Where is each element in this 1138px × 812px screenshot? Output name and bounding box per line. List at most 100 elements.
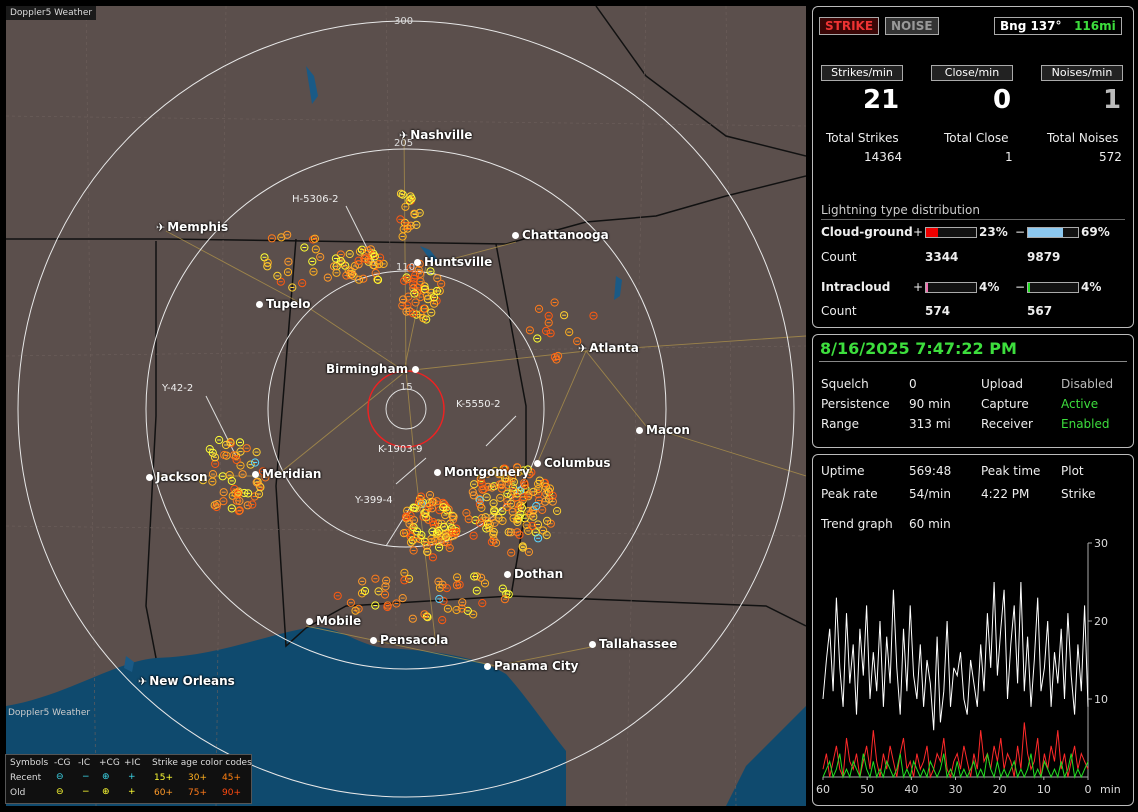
strike-marker bbox=[227, 476, 236, 485]
storm-track-label[interactable]: K-1903-9 bbox=[378, 444, 423, 455]
strike-marker bbox=[411, 298, 420, 307]
strike-marker bbox=[487, 537, 496, 547]
map-title: Doppler5 Weather bbox=[6, 6, 97, 20]
city-atlanta[interactable]: ✈ Atlanta bbox=[578, 341, 639, 355]
city-montgomery[interactable]: Montgomery bbox=[434, 465, 530, 479]
city-tupelo[interactable]: Tupelo bbox=[256, 297, 311, 311]
strike-marker bbox=[330, 262, 339, 271]
strike-marker bbox=[490, 507, 499, 516]
city-columbus[interactable]: Columbus bbox=[534, 456, 611, 470]
strikes-per-min-header[interactable]: Strikes/min bbox=[821, 65, 903, 81]
strike-marker bbox=[360, 586, 370, 596]
city-huntsville[interactable]: Huntsville bbox=[414, 255, 492, 269]
cloud-ground-label: Cloud-ground bbox=[821, 225, 913, 239]
city-meridian[interactable]: Meridian bbox=[252, 467, 321, 481]
city-memphis[interactable]: ✈ Memphis bbox=[156, 220, 229, 234]
noises-per-min-header[interactable]: Noises/min bbox=[1041, 65, 1123, 81]
strike-marker bbox=[573, 337, 582, 346]
city-chattanooga[interactable]: Chattanooga bbox=[512, 228, 609, 242]
strike-marker bbox=[543, 516, 552, 526]
peak-time-label: Peak time bbox=[981, 464, 1041, 478]
city-dothan[interactable]: Dothan bbox=[504, 567, 563, 581]
strike-marker bbox=[518, 542, 527, 551]
storm-track-label[interactable]: Y-399-4 bbox=[355, 495, 393, 506]
cg-plus-sign: + bbox=[913, 225, 924, 239]
airport-icon: ✈ bbox=[399, 129, 409, 142]
strike-marker bbox=[409, 546, 418, 555]
strike-marker bbox=[407, 194, 416, 203]
strike-marker bbox=[405, 519, 414, 528]
cg-positive-pct: 23% bbox=[979, 225, 1008, 239]
storm-track-label[interactable]: Y-42-2 bbox=[162, 383, 194, 394]
strike-marker bbox=[541, 482, 551, 491]
divider bbox=[819, 361, 1127, 362]
y-tick-label: 30 bbox=[1094, 537, 1108, 550]
city-panama-city[interactable]: Panama City bbox=[484, 659, 578, 673]
city-dot-icon bbox=[306, 618, 313, 625]
city-macon[interactable]: Macon bbox=[636, 423, 690, 437]
strike-marker bbox=[491, 538, 501, 548]
strike-marker bbox=[396, 189, 406, 198]
strike-marker bbox=[408, 536, 417, 545]
city-nashville[interactable]: ✈ Nashville bbox=[399, 128, 473, 142]
ring-label-300: 300 bbox=[394, 16, 414, 27]
city-jackson[interactable]: Jackson bbox=[146, 470, 208, 484]
x-tick-label: 30 bbox=[949, 783, 963, 796]
strike-marker bbox=[238, 470, 247, 479]
strike-marker bbox=[415, 208, 424, 217]
strike-marker bbox=[382, 576, 391, 585]
strike-marker bbox=[513, 500, 522, 509]
strike-marker bbox=[544, 311, 553, 320]
strike-marker bbox=[434, 526, 443, 536]
strike-marker bbox=[437, 279, 446, 288]
strike-marker bbox=[428, 527, 437, 536]
strike-marker bbox=[550, 298, 559, 307]
strike-marker bbox=[403, 224, 412, 233]
age-90: 90+ bbox=[222, 788, 241, 798]
strike-marker bbox=[420, 610, 429, 619]
strike-marker bbox=[478, 485, 487, 494]
strike-marker bbox=[213, 500, 222, 509]
divider bbox=[821, 219, 1125, 220]
ic-positive-fill bbox=[926, 283, 928, 292]
age-75: 75+ bbox=[188, 788, 207, 798]
strike-marker bbox=[398, 232, 407, 241]
strike-marker bbox=[333, 591, 342, 600]
neg-ic-old-icon: − bbox=[82, 787, 90, 797]
strike-marker bbox=[443, 538, 452, 547]
strike-marker bbox=[370, 252, 379, 261]
receiver-value: Enabled bbox=[1061, 417, 1110, 431]
strike-button[interactable]: STRIKE bbox=[819, 17, 880, 35]
city-pensacola[interactable]: Pensacola bbox=[370, 633, 448, 647]
city-new-orleans[interactable]: ✈ New Orleans bbox=[138, 674, 235, 688]
cg-count-label: Count bbox=[821, 250, 857, 264]
total-noises-value: 572 bbox=[1099, 150, 1122, 164]
total-strikes-value: 14364 bbox=[864, 150, 903, 164]
noise-button[interactable]: NOISE bbox=[885, 17, 939, 35]
strike-marker bbox=[235, 438, 245, 447]
city-tallahassee[interactable]: Tallahassee bbox=[589, 637, 677, 651]
strike-markers bbox=[199, 189, 598, 625]
strike-marker bbox=[534, 485, 543, 494]
strike-marker bbox=[288, 283, 297, 292]
strike-marker bbox=[380, 590, 390, 599]
strike-marker bbox=[489, 499, 498, 508]
city-mobile[interactable]: Mobile bbox=[306, 614, 361, 628]
storm-track-label[interactable]: K-5550-2 bbox=[456, 399, 501, 410]
neg-cg-old-icon: ⊖ bbox=[56, 787, 64, 797]
trend-panel: Uptime 569:48 Peak time Plot Peak rate 5… bbox=[812, 454, 1134, 806]
strike-marker bbox=[336, 257, 345, 266]
legend-col-pos-cg: +CG bbox=[99, 758, 120, 768]
pos-ic-old-icon: + bbox=[128, 787, 136, 797]
city-birmingham[interactable]: Birmingham bbox=[326, 362, 420, 376]
lightning-map[interactable]: Doppler5 Weather 300 205 110 15 ✈ Nashvil… bbox=[6, 6, 806, 806]
close-per-min-header[interactable]: Close/min bbox=[931, 65, 1013, 81]
strike-marker bbox=[400, 276, 409, 285]
legend-col-neg-cg: -CG bbox=[54, 758, 71, 768]
airport-icon: ✈ bbox=[138, 675, 148, 688]
strike-marker bbox=[258, 467, 267, 476]
city-dot-icon bbox=[412, 366, 420, 373]
strike-marker bbox=[227, 504, 236, 513]
ic-positive-pct: 4% bbox=[979, 280, 1000, 294]
storm-track-label[interactable]: H-5306-2 bbox=[292, 194, 339, 205]
